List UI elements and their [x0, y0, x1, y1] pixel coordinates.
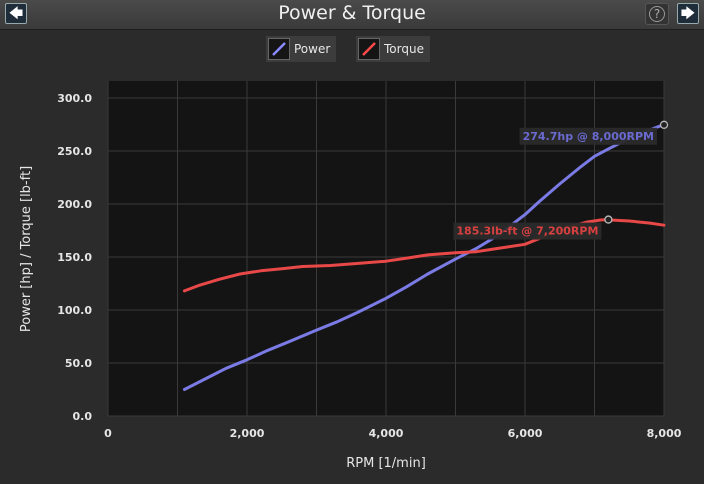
annotations: 274.7hp @ 8,000RPM 185.3lb-ft @ 7,200RPM	[453, 120, 669, 240]
y-tick-label: 200.0	[57, 198, 92, 211]
x-tick-label: 6,000	[508, 427, 543, 440]
x-tick-label: 2,000	[230, 427, 265, 440]
y-tick-label: 50.0	[65, 357, 92, 370]
series-line-power	[182, 123, 666, 391]
annotation-marker	[659, 120, 669, 129]
title-bar: 🡄 Power & Torque ? 🡆	[0, 0, 704, 30]
y-tick-label: 0.0	[73, 410, 93, 423]
y-tick-label: 300.0	[57, 92, 92, 105]
annotation-label: 274.7hp @ 8,000RPM	[523, 130, 654, 143]
power-swatch	[268, 38, 290, 60]
y-tick-labels: 0.0 50.0 100.0 150.0 200.0 250.0 300.0	[57, 92, 92, 423]
grid	[107, 81, 665, 417]
legend-item-power[interactable]: Power	[266, 36, 337, 62]
back-button[interactable]: 🡄	[5, 3, 27, 24]
x-axis-label: RPM [1/min]	[346, 456, 426, 471]
left-arrow-icon: 🡄	[8, 6, 24, 22]
help-button[interactable]: ?	[645, 3, 669, 25]
y-tick-label: 150.0	[57, 251, 92, 264]
page-title: Power & Torque	[278, 2, 426, 24]
right-arrow-icon: 🡆	[680, 6, 696, 22]
annotation-background	[453, 222, 602, 240]
x-tick-label: 0	[104, 427, 112, 440]
torque-swatch	[358, 38, 380, 60]
annotation-label: 185.3lb-ft @ 7,200RPM	[456, 225, 598, 238]
annotation-marker	[604, 215, 613, 224]
x-tick-label: 4,000	[369, 427, 404, 440]
y-tick-label: 100.0	[57, 304, 92, 317]
series-line-torque	[182, 218, 666, 293]
x-tick-label: 8,000	[647, 427, 682, 440]
legend-item-torque[interactable]: Torque	[356, 36, 430, 62]
series-lines	[182, 123, 666, 391]
y-tick-label: 250.0	[57, 145, 92, 158]
legend-label-power: Power	[294, 42, 331, 56]
y-axis-label: Power [hp] / Torque [lb-ft]	[19, 166, 34, 332]
x-tick-labels: 0 2,000 4,000 6,000 8,000	[104, 427, 682, 440]
question-icon: ?	[649, 6, 665, 22]
legend-label-torque: Torque	[384, 42, 424, 56]
forward-button[interactable]: 🡆	[677, 3, 699, 24]
annotation-background	[519, 127, 657, 145]
